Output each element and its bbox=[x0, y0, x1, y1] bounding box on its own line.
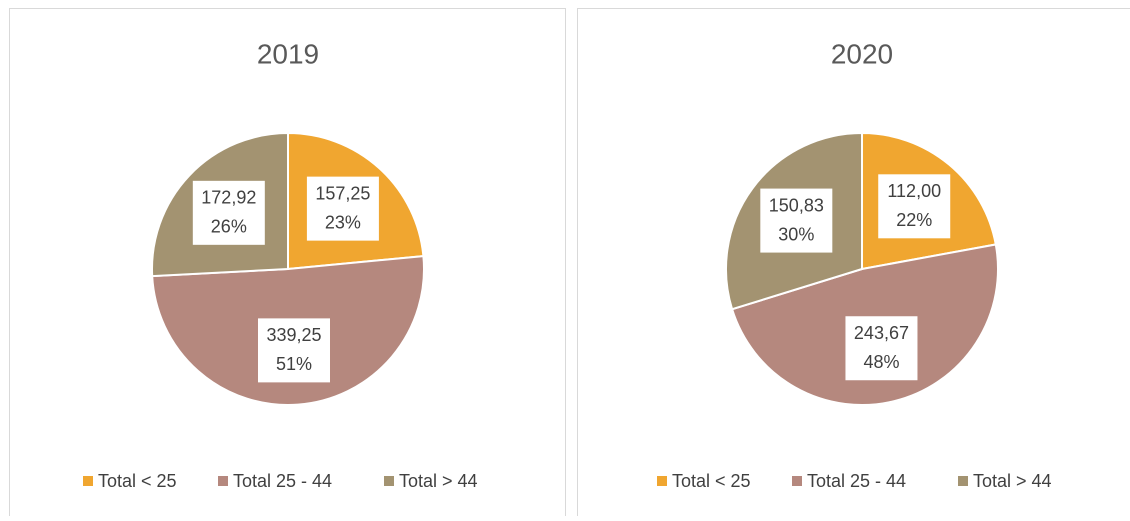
legend-label: Total > 44 bbox=[399, 471, 478, 491]
data-label: 157,25 bbox=[315, 183, 370, 203]
data-label: 150,83 bbox=[769, 195, 824, 215]
legend-entry: Total > 44 bbox=[384, 471, 478, 491]
legend-swatch bbox=[83, 476, 93, 486]
data-label: 339,25 bbox=[266, 325, 321, 345]
data-label: 22% bbox=[896, 210, 932, 230]
legend-label: Total < 25 bbox=[672, 471, 751, 491]
chart-title: 2020 bbox=[831, 38, 893, 69]
legend-entry: Total 25 - 44 bbox=[218, 471, 332, 491]
data-label: 30% bbox=[778, 224, 814, 244]
legend-label: Total < 25 bbox=[98, 471, 177, 491]
legend-label: Total > 44 bbox=[973, 471, 1052, 491]
data-label: 243,67 bbox=[854, 323, 909, 343]
legend-entry: Total < 25 bbox=[657, 471, 751, 491]
data-label: 48% bbox=[863, 352, 899, 372]
legend-entry: Total 25 - 44 bbox=[792, 471, 906, 491]
legend-swatch bbox=[958, 476, 968, 486]
legend-label: Total 25 - 44 bbox=[233, 471, 332, 491]
chart-title: 2019 bbox=[257, 38, 319, 69]
legend-swatch bbox=[657, 476, 667, 486]
data-label: 112,00 bbox=[887, 181, 941, 201]
legend-label: Total 25 - 44 bbox=[807, 471, 906, 491]
data-label: 51% bbox=[276, 354, 312, 374]
data-label: 26% bbox=[211, 217, 247, 237]
legend-entry: Total < 25 bbox=[83, 471, 177, 491]
data-label: 23% bbox=[325, 212, 361, 232]
legend-entry: Total > 44 bbox=[958, 471, 1052, 491]
legend-swatch bbox=[792, 476, 802, 486]
legend-swatch bbox=[218, 476, 228, 486]
data-label: 172,92 bbox=[201, 188, 256, 208]
legend-swatch bbox=[384, 476, 394, 486]
